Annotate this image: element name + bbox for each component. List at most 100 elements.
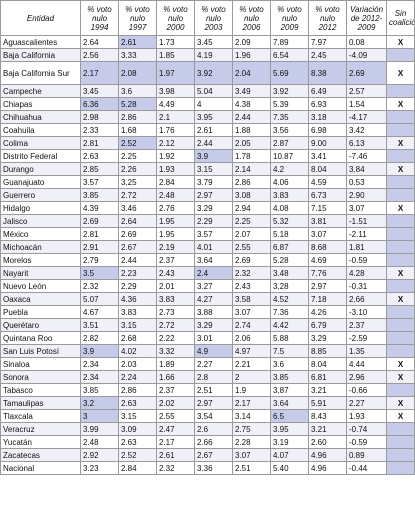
cell-value: 4.06 <box>270 175 309 189</box>
cell-value: 2.14 <box>232 162 271 176</box>
cell-value: 3.92 <box>194 61 233 85</box>
cell-value: 7.76 <box>308 266 347 280</box>
cell-value: 1.76 <box>156 123 195 137</box>
cell-value: 4.52 <box>270 292 309 306</box>
cell-value: 3.33 <box>118 48 157 62</box>
cell-value: 5.28 <box>118 97 157 111</box>
cell-variacion: 2.90 <box>346 188 387 202</box>
cell-value: 8.04 <box>308 162 347 176</box>
cell-value: 4.9 <box>194 344 233 358</box>
cell-value: 5.07 <box>80 292 119 306</box>
cell-value: 2.4 <box>194 266 233 280</box>
table-row: Baja California Sur 2.17 2.08 1.97 3.92 2.04 5… <box>0 61 415 85</box>
cell-value: 4.26 <box>308 305 347 319</box>
cell-value: 4.69 <box>308 253 347 267</box>
cell-value: 2.8 <box>194 370 233 384</box>
cell-value: 3.83 <box>156 292 195 306</box>
cell-value: 2.69 <box>232 253 271 267</box>
cell-value: 4 <box>194 97 233 111</box>
table-row: San Luis Potosí 3.9 4.02 3.32 4.9 4.97 7.5 8.85… <box>0 344 415 358</box>
cell-sin-coalicion: X <box>386 97 415 111</box>
cell-entidad: Puebla <box>0 305 81 319</box>
cell-value: 2.28 <box>232 435 271 449</box>
cell-value: 4.96 <box>308 448 347 462</box>
cell-value: 6.81 <box>308 370 347 384</box>
cell-value: 3.32 <box>156 344 195 358</box>
cell-value: 2.44 <box>194 136 233 150</box>
cell-value: 2.84 <box>118 461 157 475</box>
cell-variacion: -4.17 <box>346 110 387 124</box>
cell-entidad: Oaxaca <box>0 292 81 306</box>
cell-value: 9.00 <box>308 136 347 150</box>
cell-value: 2.86 <box>232 175 271 189</box>
cell-entidad: Nayarit <box>0 266 81 280</box>
table-row: Chiapas 6.36 5.28 4.49 4 4.38 5.39 6.93 1.54 X <box>0 97 415 111</box>
cell-value: 8.85 <box>308 344 347 358</box>
cell-value: 5.88 <box>270 331 309 345</box>
cell-variacion: -2.59 <box>346 331 387 345</box>
cell-value: 2.56 <box>80 48 119 62</box>
cell-value: 5.40 <box>270 461 309 475</box>
cell-entidad: Baja California <box>0 48 81 62</box>
cell-value: 7.36 <box>270 305 309 319</box>
cell-value: 4.19 <box>194 48 233 62</box>
table-row: Campeche 3.45 3.6 3.98 5.04 3.49 3.92 6.49 2.57 <box>0 84 415 98</box>
header-1997: % voto nulo 1997 <box>118 0 157 36</box>
cell-entidad: Guanajuato <box>0 175 81 189</box>
cell-value: 3.99 <box>80 422 119 436</box>
cell-sin-coalicion <box>386 123 415 137</box>
cell-value: 4.97 <box>232 344 271 358</box>
cell-value: 2.97 <box>194 188 233 202</box>
cell-entidad: Durango <box>0 162 81 176</box>
cell-value: 3.6 <box>118 84 157 98</box>
cell-variacion: 4.44 <box>346 357 387 371</box>
cell-variacion: -0.44 <box>346 461 387 475</box>
cell-value: 3.19 <box>270 435 309 449</box>
cell-value: 2.97 <box>308 279 347 293</box>
cell-value: 1.97 <box>156 61 195 85</box>
table-row: Nacional 3.23 2.84 2.32 3.36 2.51 5.40 4.96 -0.4… <box>0 461 415 475</box>
cell-value: 1.95 <box>156 214 195 228</box>
cell-value: 2.82 <box>80 331 119 345</box>
cell-entidad: Baja California Sur <box>0 61 81 85</box>
cell-entidad: Guerrero <box>0 188 81 202</box>
cell-value: 2.51 <box>194 383 233 397</box>
cell-variacion: 2.37 <box>346 318 387 332</box>
cell-sin-coalicion <box>386 279 415 293</box>
cell-value: 3.07 <box>232 305 271 319</box>
cell-value: 2.37 <box>156 253 195 267</box>
cell-value: 2.29 <box>118 279 157 293</box>
cell-value: 7.35 <box>270 110 309 124</box>
cell-value: 2.08 <box>118 61 157 85</box>
cell-value: 2.64 <box>80 35 119 49</box>
header-2009: % voto nulo 2009 <box>270 0 309 36</box>
cell-entidad: Veracruz <box>0 422 81 436</box>
cell-sin-coalicion <box>386 214 415 228</box>
cell-variacion: -2.11 <box>346 227 387 241</box>
cell-value: 2.12 <box>156 136 195 150</box>
table-row: Nayarit 3.5 2.23 2.43 2.4 2.32 3.48 7.76 4.28 X <box>0 266 415 280</box>
cell-value: 6.87 <box>270 240 309 254</box>
cell-value: 4.27 <box>194 292 233 306</box>
cell-entidad: Colima <box>0 136 81 150</box>
header-2000: % voto nulo 2000 <box>156 0 195 36</box>
cell-value: 7.5 <box>270 344 309 358</box>
cell-value: 3.25 <box>118 175 157 189</box>
cell-value: 5.04 <box>194 84 233 98</box>
table-row: Tamaulipas 3.2 2.63 2.02 2.97 2.17 3.64 5.91 2.2… <box>0 396 415 410</box>
cell-sin-coalicion: X <box>386 292 415 306</box>
cell-value: 6.5 <box>270 409 309 423</box>
cell-sin-coalicion <box>386 175 415 189</box>
cell-value: 1.88 <box>232 123 271 137</box>
cell-value: 3.9 <box>80 344 119 358</box>
table-row: Distrito Federal 2.63 2.25 1.92 3.9 1.78 10.87… <box>0 149 415 163</box>
cell-sin-coalicion: X <box>386 409 415 423</box>
header-2003: % voto nulo 2003 <box>194 0 233 36</box>
table-row: Veracruz 3.99 3.09 2.47 2.6 2.75 3.95 3.21 -0.74 <box>0 422 415 436</box>
cell-value: 2.79 <box>80 253 119 267</box>
cell-value: 3.01 <box>194 331 233 345</box>
cell-value: 5.39 <box>270 97 309 111</box>
cell-value: 3.49 <box>232 84 271 98</box>
cell-value: 3.15 <box>118 409 157 423</box>
cell-sin-coalicion <box>386 227 415 241</box>
